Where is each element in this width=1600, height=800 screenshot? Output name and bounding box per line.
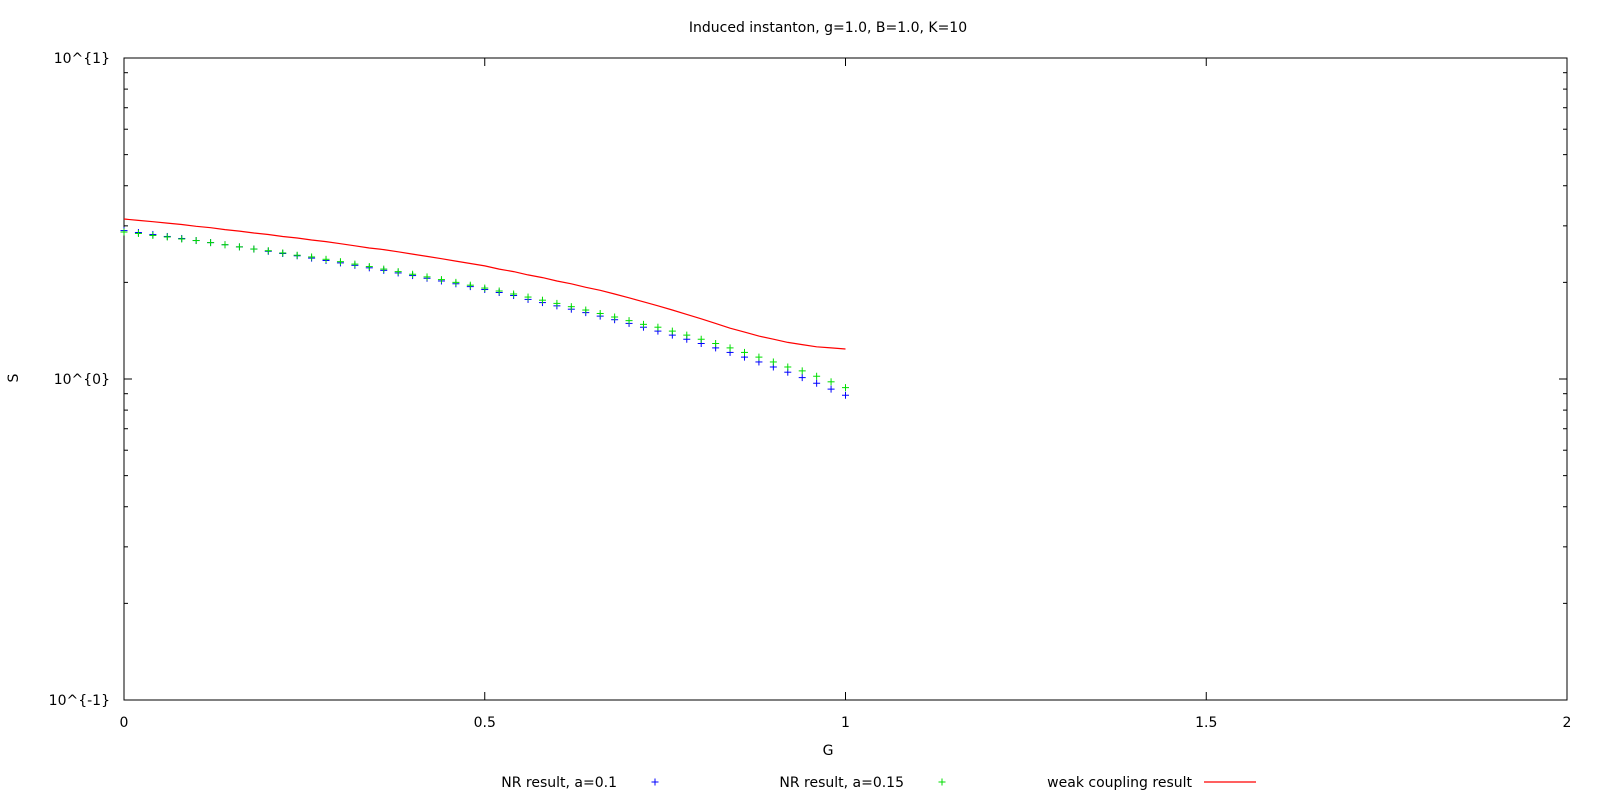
x-tick-label: 2 bbox=[1563, 715, 1572, 731]
data-point bbox=[596, 309, 604, 317]
legend-item: NR result, a=0.15 bbox=[779, 775, 946, 791]
data-point bbox=[740, 348, 748, 356]
legend-label: weak coupling result bbox=[1047, 775, 1192, 791]
y-axis: 10^{-1} 10^{0} 10^{1} bbox=[49, 51, 1567, 709]
data-point bbox=[250, 245, 258, 253]
data-point bbox=[683, 331, 691, 339]
x-tick-label: 0.5 bbox=[474, 715, 496, 731]
data-point bbox=[336, 258, 344, 266]
data-point bbox=[308, 253, 316, 261]
x-tick-label: 1 bbox=[841, 715, 850, 731]
data-point bbox=[842, 391, 849, 399]
data-point bbox=[235, 243, 243, 251]
data-point bbox=[625, 317, 633, 325]
data-point bbox=[466, 281, 474, 289]
data-point bbox=[842, 384, 849, 392]
x-axis-label: G bbox=[823, 743, 834, 759]
data-point bbox=[784, 363, 792, 371]
data-point bbox=[611, 313, 619, 321]
data-point bbox=[351, 260, 359, 268]
data-point bbox=[163, 233, 171, 241]
data-point bbox=[639, 320, 647, 328]
data-point bbox=[827, 385, 835, 393]
plot-area bbox=[123, 57, 1568, 701]
data-point bbox=[178, 235, 186, 243]
data-point bbox=[726, 344, 734, 352]
data-point bbox=[668, 327, 676, 335]
series-layer bbox=[120, 218, 849, 399]
y-tick-label: 10^{1} bbox=[54, 51, 110, 67]
data-point bbox=[452, 278, 460, 286]
data-point bbox=[192, 237, 200, 245]
data-point bbox=[582, 306, 590, 314]
data-point bbox=[769, 358, 777, 366]
data-point bbox=[423, 273, 431, 281]
legend-item: NR result, a=0.1 bbox=[501, 775, 659, 791]
data-point bbox=[798, 367, 806, 375]
data-point bbox=[697, 335, 705, 343]
series-2 bbox=[120, 228, 849, 392]
data-point bbox=[712, 340, 720, 348]
data-point bbox=[510, 290, 518, 298]
data-point bbox=[409, 270, 417, 278]
data-point bbox=[813, 372, 821, 380]
legend-label: NR result, a=0.15 bbox=[779, 775, 904, 791]
y-tick-label: 10^{-1} bbox=[49, 693, 110, 709]
series-1 bbox=[120, 227, 849, 399]
series-3 bbox=[123, 218, 846, 350]
data-point bbox=[538, 296, 546, 304]
data-point bbox=[322, 255, 330, 263]
x-tick-label: 1.5 bbox=[1195, 715, 1217, 731]
data-point bbox=[437, 276, 445, 284]
data-point bbox=[481, 284, 489, 292]
y-tick-label: 10^{0} bbox=[54, 372, 110, 388]
chart-title: Induced instanton, g=1.0, B=1.0, K=10 bbox=[689, 20, 967, 36]
legend-swatch-marker bbox=[938, 778, 946, 786]
data-point bbox=[813, 379, 821, 387]
legend-item: weak coupling result bbox=[1047, 775, 1256, 791]
data-point bbox=[380, 265, 388, 273]
data-point bbox=[293, 251, 301, 259]
data-point bbox=[827, 378, 835, 386]
data-point bbox=[365, 263, 373, 271]
legend: NR result, a=0.1 NR result, a=0.15 weak co… bbox=[501, 775, 1256, 791]
plot-frame bbox=[123, 57, 1568, 701]
series-line bbox=[123, 218, 846, 350]
data-point bbox=[755, 353, 763, 361]
data-point bbox=[221, 241, 229, 249]
data-point bbox=[134, 229, 142, 237]
data-point bbox=[495, 287, 503, 295]
x-axis: 0 0.5 1 1.5 2 bbox=[120, 58, 1572, 731]
data-point bbox=[264, 247, 272, 255]
data-point bbox=[798, 374, 806, 382]
y-axis-label: S bbox=[6, 373, 22, 382]
data-point bbox=[524, 293, 532, 301]
data-point bbox=[394, 268, 402, 276]
data-point bbox=[567, 303, 575, 311]
data-point bbox=[149, 231, 157, 239]
x-tick-label: 0 bbox=[120, 715, 129, 731]
legend-swatch-marker bbox=[651, 778, 659, 786]
legend-label: NR result, a=0.1 bbox=[501, 775, 617, 791]
data-point bbox=[279, 249, 287, 257]
data-point bbox=[207, 239, 215, 247]
data-point bbox=[553, 299, 561, 307]
data-point bbox=[120, 228, 128, 236]
data-point bbox=[654, 323, 662, 331]
